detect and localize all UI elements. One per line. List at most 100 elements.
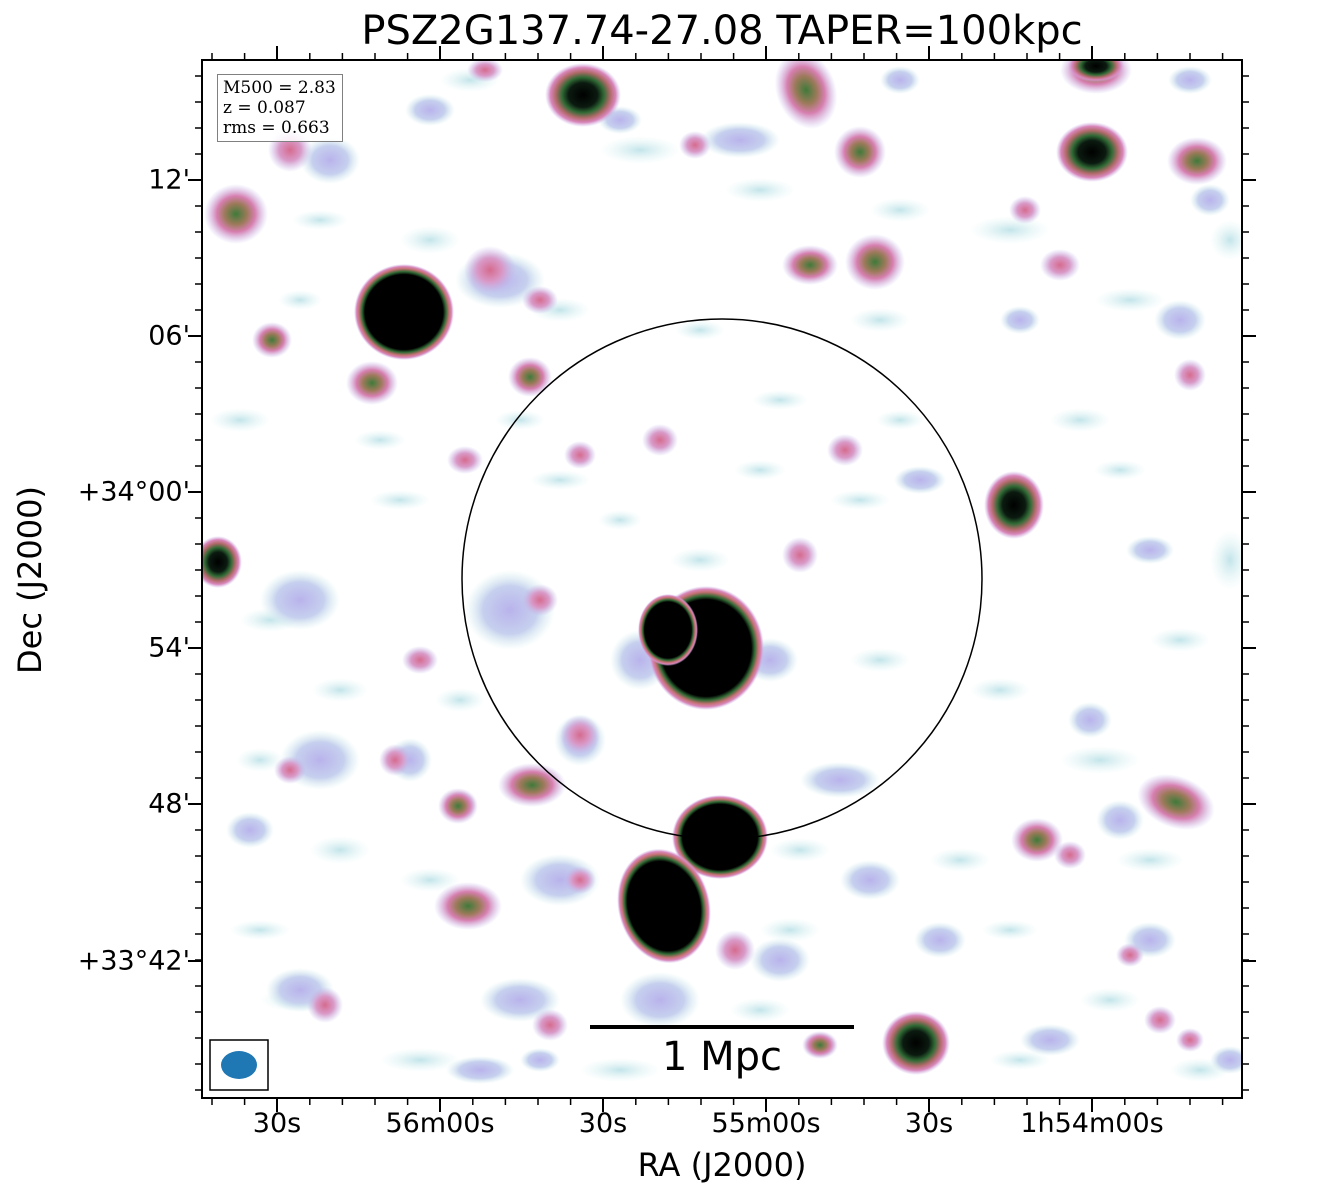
x-axis-label: RA (J2000) [637, 1146, 807, 1184]
bright-emission [782, 245, 838, 285]
faint-emission [1095, 288, 1165, 312]
low-emission [750, 938, 810, 982]
y-tick-label: +34°00' [77, 476, 190, 508]
moderate-emission [564, 441, 596, 469]
moderate-emission [715, 930, 755, 970]
moderate-emission [827, 434, 863, 466]
saturated-source [672, 795, 768, 879]
faint-emission [982, 920, 1038, 940]
bright-emission [774, 60, 838, 129]
faint-emission [530, 470, 590, 490]
bright-emission [438, 788, 478, 824]
faint-emission [675, 320, 725, 340]
low-emission [405, 94, 455, 126]
moderate-emission [1054, 841, 1086, 869]
point-source [545, 63, 621, 127]
bright-emission [252, 322, 292, 358]
faint-emission [310, 836, 370, 864]
x-tick-label: 30s [578, 1108, 628, 1139]
faint-emission [292, 210, 348, 230]
low-emission [1154, 300, 1206, 340]
faint-emission [1080, 988, 1140, 1012]
faint-emission [400, 868, 460, 892]
y-tick-label: 12' [148, 164, 190, 196]
y-tick-label: 54' [148, 632, 190, 664]
saturated-source [354, 264, 454, 360]
low-emission [520, 1048, 560, 1072]
low-emission [1126, 536, 1174, 564]
moderate-emission [564, 866, 596, 894]
low-emission [914, 922, 966, 958]
faint-emission [1116, 848, 1184, 872]
y-tick-label: +33°42' [77, 945, 190, 977]
low-emission [1210, 1046, 1242, 1074]
moderate-emission [1040, 249, 1080, 281]
x-tick-label: 55m00s [711, 1108, 821, 1139]
bright-emission [434, 882, 502, 930]
faint-emission [1094, 460, 1146, 480]
moderate-emission [467, 60, 503, 82]
faint-emission [1050, 408, 1110, 432]
faint-emission [312, 678, 368, 702]
figure-title: PSZ2G137.74-27.08 TAPER=100kpc [361, 8, 1083, 54]
faint-emission [752, 390, 808, 410]
low-emission [300, 136, 360, 184]
faint-emission [400, 226, 460, 254]
moderate-emission [782, 537, 818, 573]
rms-text: rms = 0.663 [223, 118, 330, 138]
faint-emission [830, 490, 890, 510]
bright-emission [834, 126, 886, 178]
low-emission [700, 122, 780, 158]
low-emission [894, 466, 946, 494]
faint-emission [734, 460, 786, 480]
bright-emission [204, 184, 268, 244]
faint-emission [760, 918, 820, 942]
faint-emission [725, 178, 795, 202]
low-emission [880, 66, 920, 94]
faint-emission [990, 1050, 1050, 1070]
faint-emission [370, 490, 430, 510]
low-emission [1020, 1024, 1080, 1056]
faint-emission [278, 290, 322, 310]
moderate-emission [679, 131, 711, 159]
saturated-source [617, 848, 711, 964]
moderate-emission [1174, 359, 1206, 391]
x-tick-label: 30s [252, 1108, 302, 1139]
point-source [984, 471, 1044, 539]
moderate-emission [532, 1009, 568, 1041]
y-tick-label: 48' [148, 788, 190, 820]
bright-emission [508, 357, 552, 397]
faint-emission [236, 748, 284, 772]
moderate-emission [379, 744, 411, 776]
faint-emission [1060, 746, 1140, 774]
axis-ticks [188, 46, 1256, 1112]
moderate-emission [274, 756, 306, 784]
moderate-emission [307, 987, 343, 1023]
low-emission [1168, 66, 1212, 94]
low-emission [800, 762, 880, 798]
faint-emission [876, 410, 924, 430]
faint-emission [870, 198, 930, 222]
radio-emission-map [202, 60, 1242, 1084]
faint-emission [970, 678, 1030, 702]
faint-emission [730, 998, 790, 1022]
moderate-emission [560, 715, 600, 755]
bright-emission [845, 234, 905, 290]
moderate-emission [447, 446, 483, 474]
faint-emission [930, 848, 990, 872]
x-tick-label: 30s [904, 1108, 954, 1139]
bright-emission [346, 361, 398, 405]
r500-circle [461, 318, 983, 840]
low-emission [260, 570, 340, 630]
x-tick-label: 56m00s [385, 1108, 495, 1139]
m500-text: M500 = 2.83 [223, 78, 336, 98]
faint-emission [435, 688, 485, 712]
faint-emission [600, 136, 680, 164]
low-emission [446, 1056, 514, 1084]
y-axis-label: Dec (J2000) [11, 486, 49, 674]
moderate-emission [1176, 1028, 1204, 1052]
low-emission [1096, 800, 1144, 840]
faint-emission [380, 1048, 460, 1072]
moderate-emission [522, 286, 558, 314]
